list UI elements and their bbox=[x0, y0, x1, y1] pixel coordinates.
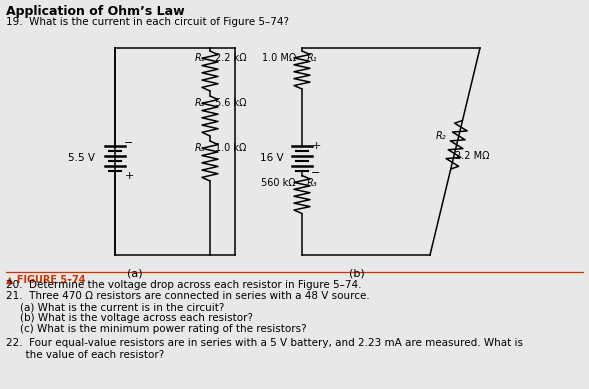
Text: 5.5 V: 5.5 V bbox=[68, 153, 95, 163]
Text: R₁: R₁ bbox=[307, 53, 317, 63]
Text: (b): (b) bbox=[349, 269, 365, 279]
Text: −: − bbox=[312, 168, 320, 178]
Text: Application of Ohm’s Law: Application of Ohm’s Law bbox=[6, 5, 184, 18]
Text: 21.  Three 470 Ω resistors are connected in series with a 48 V source.: 21. Three 470 Ω resistors are connected … bbox=[6, 291, 370, 301]
Text: 19.  What is the current in each circuit of Figure 5–74?: 19. What is the current in each circuit … bbox=[6, 17, 289, 27]
Text: 22.  Four equal-value resistors are in series with a 5 V battery, and 2.23 mA ar: 22. Four equal-value resistors are in se… bbox=[6, 338, 523, 359]
Text: ▲ FIGURE 5–74: ▲ FIGURE 5–74 bbox=[6, 275, 85, 285]
Text: R₁: R₁ bbox=[194, 53, 205, 63]
Text: 1.0 MΩ: 1.0 MΩ bbox=[262, 53, 296, 63]
Text: (b) What is the voltage across each resistor?: (b) What is the voltage across each resi… bbox=[20, 313, 253, 323]
Text: R₂: R₂ bbox=[194, 98, 205, 108]
Text: 16 V: 16 V bbox=[260, 153, 284, 163]
Text: 5.6 kΩ: 5.6 kΩ bbox=[215, 98, 247, 108]
Text: 20.  Determine the voltage drop across each resistor in Figure 5–74.: 20. Determine the voltage drop across ea… bbox=[6, 280, 362, 290]
Text: 2.2 kΩ: 2.2 kΩ bbox=[215, 53, 247, 63]
Text: +: + bbox=[124, 171, 134, 181]
Text: (a) What is the current is in the circuit?: (a) What is the current is in the circui… bbox=[20, 302, 224, 312]
Text: 560 kΩ: 560 kΩ bbox=[262, 177, 296, 187]
Text: 1.0 kΩ: 1.0 kΩ bbox=[215, 143, 246, 153]
Text: R₃: R₃ bbox=[307, 177, 317, 187]
Text: 2.2 MΩ: 2.2 MΩ bbox=[455, 151, 489, 161]
Text: (c) What is the minimum power rating of the resistors?: (c) What is the minimum power rating of … bbox=[20, 324, 307, 334]
Text: +: + bbox=[312, 141, 320, 151]
Text: R₃: R₃ bbox=[194, 143, 205, 153]
Text: (a): (a) bbox=[127, 269, 143, 279]
Text: −: − bbox=[124, 138, 134, 148]
Text: R₂: R₂ bbox=[436, 131, 446, 141]
